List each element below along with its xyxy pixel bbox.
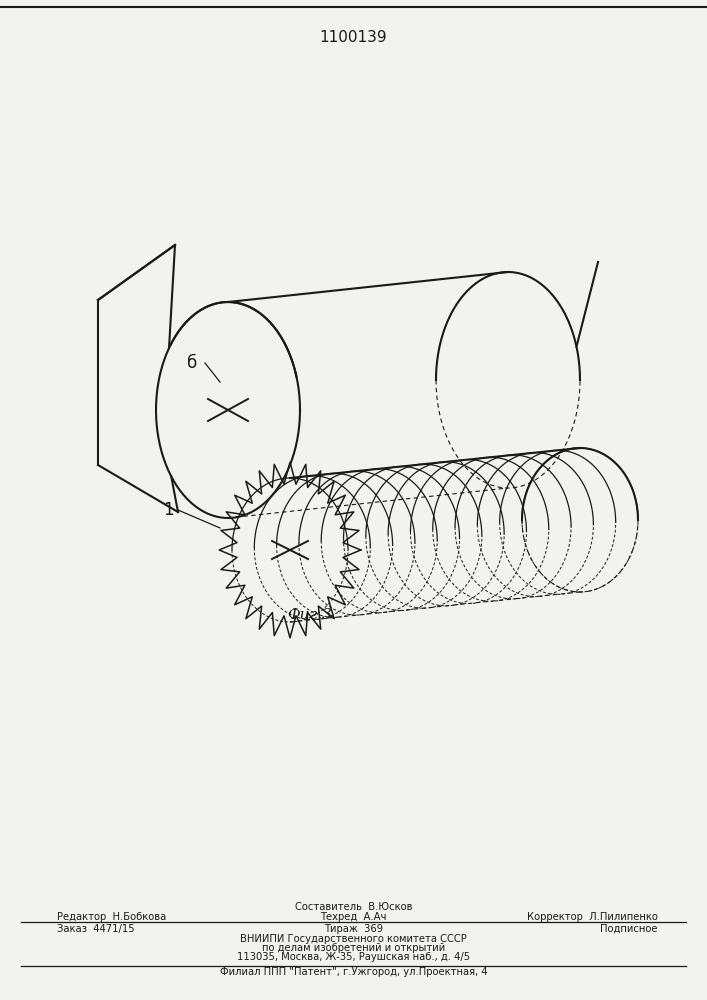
Text: 1: 1 [163, 501, 173, 519]
Text: Филиал ППП "Патент", г.Ужгород, ул.Проектная, 4: Филиал ППП "Патент", г.Ужгород, ул.Проек… [220, 967, 487, 977]
Text: по делам изобретений и открытий: по делам изобретений и открытий [262, 943, 445, 953]
Text: Фиг.3: Фиг.3 [288, 608, 332, 622]
Text: Редактор  Н.Бобкова: Редактор Н.Бобкова [57, 912, 166, 922]
Text: Техред  А.Ач: Техред А.Ач [320, 912, 387, 922]
Text: Составитель  В.Юсков: Составитель В.Юсков [295, 902, 412, 912]
Text: 113035, Москва, Ж-35, Раушская наб., д. 4/5: 113035, Москва, Ж-35, Раушская наб., д. … [237, 952, 470, 962]
Text: б: б [187, 354, 197, 372]
Text: Заказ  4471/15: Заказ 4471/15 [57, 924, 134, 934]
Text: Корректор  Л.Пилипенко: Корректор Л.Пилипенко [527, 912, 658, 922]
Text: Подписное: Подписное [600, 924, 658, 934]
Text: Тираж  369: Тираж 369 [324, 924, 383, 934]
Text: 1100139: 1100139 [319, 30, 387, 45]
Text: ВНИИПИ Государственного комитета СССР: ВНИИПИ Государственного комитета СССР [240, 934, 467, 944]
